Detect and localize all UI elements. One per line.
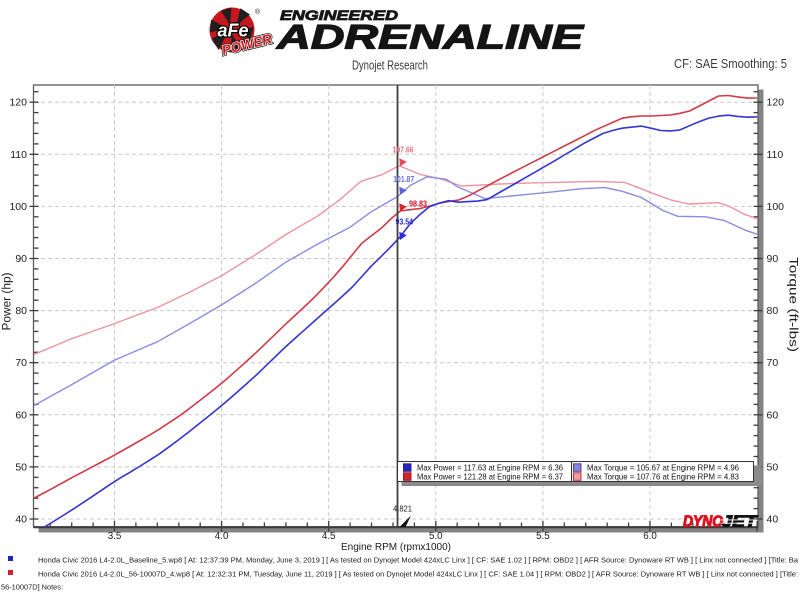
svg-text:4.821: 4.821 [393,505,413,514]
svg-text:40: 40 [767,514,779,526]
svg-text:90: 90 [767,253,779,265]
svg-text:Torque (ft-lbs): Torque (ft-lbs) [787,257,799,352]
svg-text:Max Power = 121.28 at Engine R: Max Power = 121.28 at Engine RPM = 6.37 [417,472,563,481]
svg-text:56-10007D] Notes:: 56-10007D] Notes: [1,583,63,592]
svg-text:Honda Civic 2016 L4-2.0L_56-10: Honda Civic 2016 L4-2.0L_56-10007D_4.wp8… [38,570,798,579]
svg-text:DYNO: DYNO [683,514,723,531]
svg-text:90: 90 [15,253,27,265]
svg-text:CF: SAE Smoothing: 5: CF: SAE Smoothing: 5 [674,56,787,71]
svg-text:50: 50 [15,461,27,473]
svg-text:100: 100 [767,201,785,213]
svg-text:aFe: aFe [217,21,248,41]
svg-text:60: 60 [15,409,27,421]
svg-text:Engine RPM (rpmx1000): Engine RPM (rpmx1000) [341,542,451,553]
svg-text:Max Power = 117.63 at Engine R: Max Power = 117.63 at Engine RPM = 6.36 [417,463,563,472]
svg-text:110: 110 [10,149,27,161]
svg-text:Honda Civic 2016 L4-2.0L_Basel: Honda Civic 2016 L4-2.0L_Baseline_5.wp8 … [38,556,799,565]
svg-text:80: 80 [767,305,779,317]
svg-text:40: 40 [15,514,27,526]
svg-text:ENGINEERED: ENGINEERED [280,8,398,23]
svg-text:101.87: 101.87 [393,175,414,184]
svg-text:4.5: 4.5 [322,531,336,542]
svg-text:50: 50 [767,461,779,473]
svg-text:60: 60 [767,409,779,421]
svg-text:107.66: 107.66 [393,145,414,154]
svg-text:3.5: 3.5 [108,531,122,542]
svg-text:98.83: 98.83 [409,200,427,209]
svg-text:®: ® [255,8,261,16]
svg-text:100: 100 [9,201,27,213]
svg-text:93.54: 93.54 [396,218,414,227]
svg-text:120: 120 [9,97,27,109]
svg-text:Power (hp): Power (hp) [2,272,14,330]
svg-text:Dynojet Research: Dynojet Research [352,58,428,73]
svg-text:70: 70 [767,357,779,369]
svg-text:6.0: 6.0 [643,531,657,542]
svg-text:70: 70 [15,357,27,369]
svg-text:ADRENALINE: ADRENALINE [276,19,585,57]
svg-text:JET: JET [722,514,758,531]
svg-text:5.0: 5.0 [429,531,443,542]
svg-text:Max Torque = 105.67 at Engine: Max Torque = 105.67 at Engine RPM = 4.96 [587,463,739,472]
svg-text:80: 80 [15,305,27,317]
svg-text:Max Torque = 107.76 at Engine: Max Torque = 107.76 at Engine RPM = 4.83 [587,472,739,481]
svg-text:120: 120 [767,97,785,109]
svg-text:5.5: 5.5 [536,531,550,542]
svg-text:4.0: 4.0 [215,531,229,542]
svg-text:110: 110 [767,149,784,161]
